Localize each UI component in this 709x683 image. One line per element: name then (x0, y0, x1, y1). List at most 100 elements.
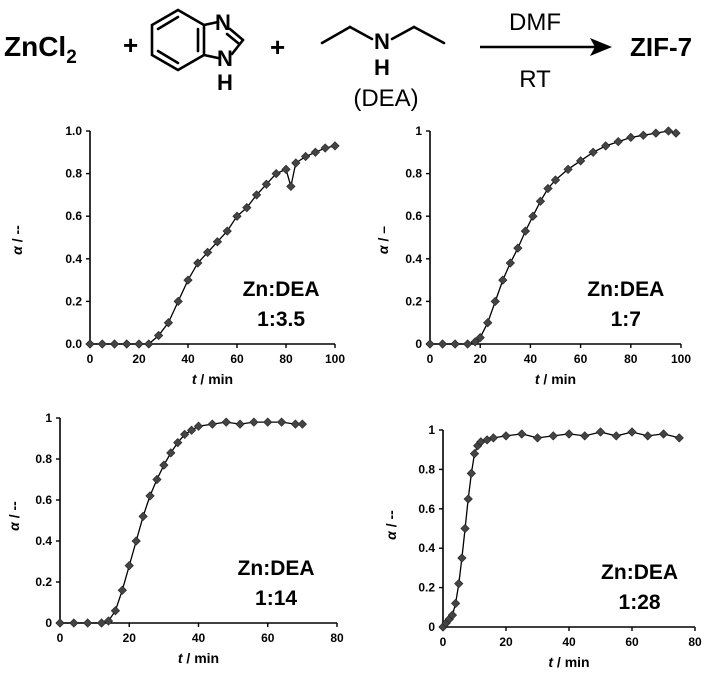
panel1-annotation-line-1: Zn:DEA (243, 278, 320, 301)
panel3-data-point-10 (145, 491, 155, 501)
panel2-x-tick-label-4: 80 (624, 352, 638, 366)
panel3-y-axis-label: α / -- (6, 501, 22, 531)
panel2-data-point-15 (550, 175, 561, 185)
benzimidazole-n-top: N (215, 10, 231, 35)
panel4-data-point-7 (460, 523, 470, 534)
panel1-x-tick-label-1: 20 (132, 352, 146, 366)
imidazole-bond-n1-c (202, 53, 220, 60)
panel2-data-point-6 (483, 318, 493, 328)
panel2-data-point-10 (513, 243, 523, 253)
subscript-2: 2 (66, 47, 77, 68)
dea-n: N (374, 29, 390, 54)
panel3-data-point-7 (124, 560, 134, 571)
panel1-data-point-0 (85, 339, 95, 349)
panel1-data-point-24 (320, 143, 330, 153)
panel1-data-point-23 (310, 147, 321, 157)
panel4-x-tick-label-3: 60 (625, 635, 639, 649)
panel2-data-point-23 (651, 128, 661, 138)
panel4-x-axis-label: t / min (548, 654, 589, 670)
panel2-data-point-19 (601, 141, 611, 151)
panel4-y-axis-label: α / -- (383, 510, 399, 540)
benzene-ring (150, 8, 206, 72)
panel4-x-tick-label-0: 0 (440, 635, 447, 649)
panel3-data-point-23 (276, 417, 287, 427)
panel4-annotation-line-2: 1:28 (619, 591, 661, 614)
panel1-data-point-7 (163, 318, 174, 328)
panel1-data-point-4 (134, 339, 144, 349)
panel3-y-tick-label-1: 0.2 (35, 575, 52, 589)
dea-label: (DEA) (353, 85, 418, 112)
panel1-data-point-9 (183, 275, 193, 285)
panel4-data-point-6 (457, 553, 467, 563)
panel1-y-tick-label-3: 0.6 (65, 209, 82, 223)
panel4-data-point-3 (447, 610, 458, 620)
panel3-x-tick-label-2: 40 (192, 631, 206, 645)
panel1-x-axis-label: t / min (192, 371, 233, 387)
chart-panel-2: 0 0.2 0.4 0.6 0.8 1 0 20 40 60 80 100 t / min α / – Zn… (375, 124, 691, 387)
condition-label: RT (519, 66, 551, 93)
panel4-data-point-9 (466, 468, 476, 478)
panel1-data-point-22 (300, 151, 311, 162)
panel4-data-point-4 (450, 598, 461, 608)
panel3-x-tick-label-1: 20 (123, 631, 137, 645)
panel3-data-point-9 (138, 511, 148, 522)
panel1-data-point-10 (193, 258, 203, 268)
dea-bond-2 (348, 25, 374, 41)
panel2-data-point-3 (463, 339, 473, 349)
panel2-annotation-line-1: Zn:DEA (587, 278, 664, 301)
imidazole-bond-c2-n1 (230, 38, 245, 56)
panel3-data-point-12 (159, 460, 169, 470)
panel3-data-point-25 (297, 419, 307, 429)
chart-panel-1: 0.0 0.2 0.4 0.6 0.8 1.0 0 20 40 60 80 100 t / min α /… (9, 124, 345, 387)
panel4-data-point-23 (627, 427, 637, 437)
panel2-y-tick-label-5: 1 (415, 124, 422, 138)
panel1-x-tick-label-2: 40 (181, 352, 195, 366)
panel1-x-tick-label-5: 100 (325, 352, 345, 366)
panel3-data-point-19 (221, 417, 231, 427)
panel1-x-tick-label-3: 60 (230, 352, 244, 366)
panel3-data-point-11 (152, 474, 162, 485)
panel1-data-point-19 (281, 164, 291, 174)
benzimidazole-structure (150, 8, 245, 72)
benzimidazole-h: H (217, 70, 233, 95)
reaction-scheme: ZnCl2 + N N H + N H (DEA) DMF (4, 8, 692, 112)
plus-sign-2: + (270, 32, 285, 62)
panel1-x-tick-label-0: 0 (87, 352, 94, 366)
panel4-data-point-18 (548, 431, 558, 441)
panel1-data-point-16 (251, 190, 262, 200)
panel3-x-axis-label: t / min (178, 650, 219, 666)
panel4-y-tick-label-5: 1 (428, 423, 435, 437)
panel1-data-point-11 (202, 247, 213, 258)
panel2-data-point-25 (671, 128, 681, 138)
panel4-y-tick-label-4: 0.8 (418, 462, 435, 476)
panel3-data-point-24 (290, 419, 301, 429)
panel1-data-point-8 (173, 296, 183, 307)
panel1-y-axis-label: α / -- (9, 225, 25, 255)
panel2-data-point-21 (626, 132, 636, 143)
panel1-data-point-5 (144, 339, 154, 349)
panel3-y-tick-label-5: 1 (45, 411, 52, 425)
panel4-data-point-22 (611, 431, 621, 441)
imidazole-bond-n3-c2 (228, 27, 245, 42)
panel1-y-tick-label-5: 1.0 (65, 124, 82, 138)
panel3-x-tick-label-4: 80 (330, 631, 344, 645)
panel3-annotation-line-2: 1:14 (255, 587, 297, 610)
panel1-y-tick-label-0: 0.0 (65, 337, 82, 351)
panel3-x-tick-label-3: 60 (261, 631, 275, 645)
panel4-data-point-10 (469, 449, 480, 459)
benzene-inner-bond-2 (156, 49, 180, 65)
panel1-data-point-6 (153, 330, 164, 341)
panel1-y-tick-label-2: 0.4 (65, 252, 82, 266)
panel2-y-axis-label: α / – (375, 226, 391, 254)
chart-panel-3: 0 0.2 0.4 0.6 0.8 1 0 20 40 60 80 t / min α / -- Zn:D… (6, 411, 344, 666)
plus-sign-1: + (123, 30, 138, 60)
panel2-data-point-13 (535, 196, 546, 206)
panel2-data-point-20 (613, 137, 623, 147)
panel3-data-point-6 (117, 585, 127, 595)
panel2-x-tick-label-3: 60 (574, 352, 588, 366)
product-zif7: ZIF-7 (630, 32, 692, 62)
panel4-y-tick-label-1: 0.2 (418, 581, 435, 595)
panel1-y-tick-label-4: 0.8 (65, 167, 82, 181)
panel3-data-point-4 (103, 616, 114, 626)
panel3-data-point-16 (186, 425, 197, 435)
